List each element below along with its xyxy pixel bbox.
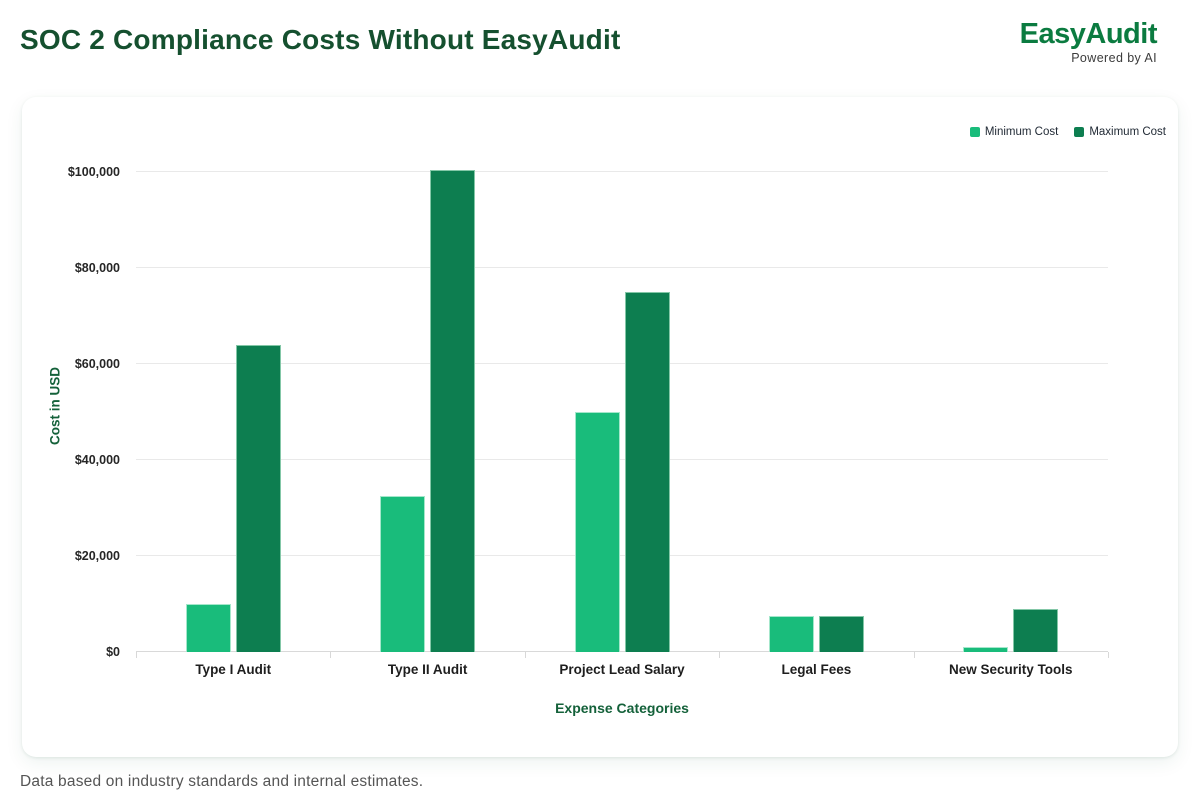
y-tick-label: $40,000 xyxy=(74,453,120,467)
bar-minimum-cost-legal-fees[interactable] xyxy=(768,616,814,652)
x-tick-mark xyxy=(913,652,915,658)
gridline xyxy=(136,459,1108,460)
gridline xyxy=(136,363,1108,364)
x-tick-mark xyxy=(524,652,526,658)
legend-label: Minimum Cost xyxy=(984,126,1059,138)
chart-card: Minimum Cost Maximum Cost Cost in USD Exp… xyxy=(22,97,1178,757)
y-tick-label: $80,000 xyxy=(74,261,120,275)
logo-wordmark: EasyAudit xyxy=(1019,18,1158,50)
x-category-label: Type II Audit xyxy=(387,662,468,677)
legend-label: Maximum Cost xyxy=(1089,126,1166,138)
bar-minimum-cost-type-ii-audit[interactable] xyxy=(380,496,426,652)
x-tick-mark xyxy=(1108,652,1109,658)
logo-tagline: Powered by AI xyxy=(1071,51,1157,65)
plot-area: Cost in USD Expense Categories $0 $20,000… xyxy=(48,160,1109,716)
easyaudit-logo: EasyAudit Powered by AI xyxy=(1019,18,1158,66)
y-tick-label: $60,000 xyxy=(74,357,120,371)
x-category-label: Type I Audit xyxy=(195,662,272,677)
y-axis-title: Cost in USD xyxy=(47,366,63,446)
bar-minimum-cost-project-lead-salary[interactable] xyxy=(574,412,620,652)
legend-item-maximum-cost[interactable]: Maximum Cost xyxy=(1074,126,1166,138)
bar-maximum-cost-type-ii-audit[interactable] xyxy=(430,169,476,652)
bar-maximum-cost-legal-fees[interactable] xyxy=(818,616,864,652)
bar-maximum-cost-type-i-audit[interactable] xyxy=(235,344,281,652)
bar-maximum-cost-new-security-tools[interactable] xyxy=(1013,608,1059,652)
gridline xyxy=(136,267,1108,268)
chart-legend: Minimum Cost Maximum Cost xyxy=(969,126,1166,138)
bar-maximum-cost-project-lead-salary[interactable] xyxy=(624,292,670,652)
y-tick-label: $20,000 xyxy=(74,549,120,563)
bar-minimum-cost-new-security-tools[interactable] xyxy=(963,647,1009,652)
x-category-label: Legal Fees xyxy=(781,662,852,677)
gridline xyxy=(136,171,1108,172)
gridline xyxy=(136,555,1108,556)
x-category-label: New Security Tools xyxy=(949,662,1073,677)
x-axis-baseline xyxy=(136,651,1108,652)
x-axis-title: Expense Categories xyxy=(555,700,689,716)
x-tick-mark xyxy=(136,652,137,658)
y-tick-label: $0 xyxy=(106,645,120,659)
x-tick-mark xyxy=(719,652,721,658)
x-category-label: Project Lead Salary xyxy=(559,662,685,677)
page-title: SOC 2 Compliance Costs Without EasyAudit xyxy=(20,24,621,55)
legend-marker-maximum-cost xyxy=(1074,127,1085,137)
bar-minimum-cost-type-i-audit[interactable] xyxy=(185,604,231,652)
legend-marker-minimum-cost xyxy=(969,127,980,137)
legend-item-minimum-cost[interactable]: Minimum Cost xyxy=(969,126,1059,138)
footer-note: Data based on industry standards and int… xyxy=(20,773,424,790)
x-tick-mark xyxy=(330,652,332,658)
y-tick-label: $100,000 xyxy=(67,165,120,179)
